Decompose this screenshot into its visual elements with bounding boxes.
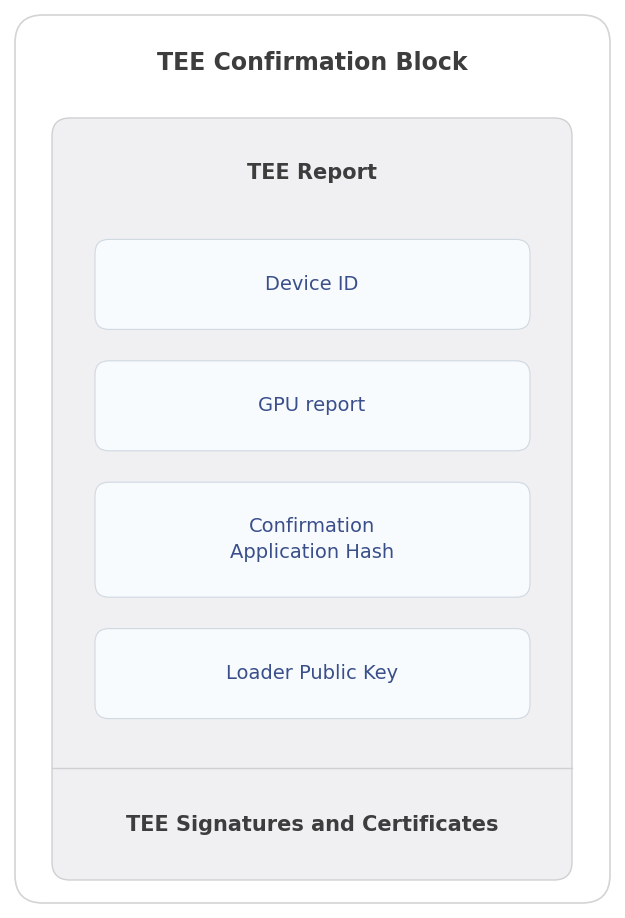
FancyBboxPatch shape — [52, 118, 572, 880]
FancyBboxPatch shape — [95, 240, 530, 330]
Text: Loader Public Key: Loader Public Key — [226, 664, 398, 683]
Text: TEE Signatures and Certificates: TEE Signatures and Certificates — [126, 815, 498, 835]
Text: TEE Confirmation Block: TEE Confirmation Block — [157, 51, 468, 75]
Text: GPU report: GPU report — [258, 397, 366, 415]
FancyBboxPatch shape — [95, 629, 530, 719]
Text: Confirmation
Application Hash: Confirmation Application Hash — [230, 517, 394, 563]
FancyBboxPatch shape — [15, 15, 610, 903]
Text: Device ID: Device ID — [266, 274, 359, 294]
FancyBboxPatch shape — [95, 361, 530, 451]
Text: TEE Report: TEE Report — [247, 163, 377, 183]
FancyBboxPatch shape — [95, 482, 530, 598]
